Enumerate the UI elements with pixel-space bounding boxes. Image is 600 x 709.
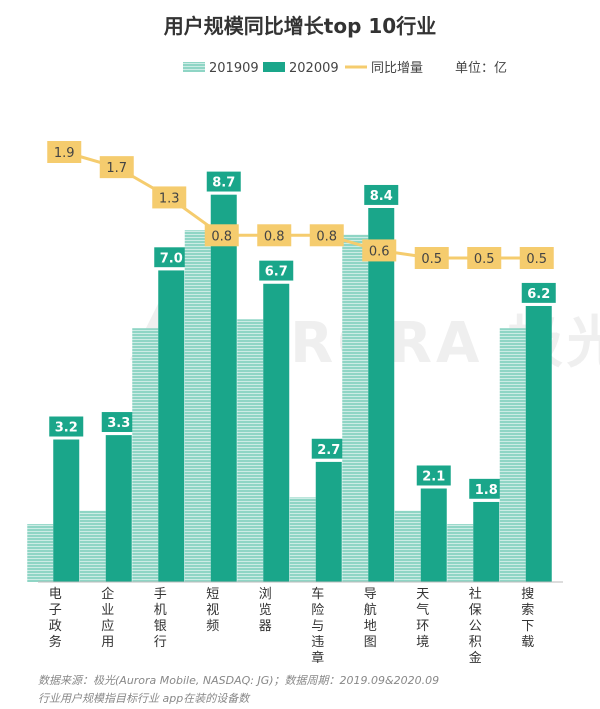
growth-label-0: 1.9	[54, 146, 75, 161]
data-label-202009-6: 8.4	[370, 189, 393, 204]
bar-201909-8	[447, 524, 474, 582]
bar-201909-4	[237, 319, 264, 582]
growth-point-1	[99, 156, 134, 179]
data-label-202009-7: 2.1	[422, 469, 445, 484]
category-label-2: 手机银行	[154, 587, 167, 650]
data-label-202009-8: 1.8	[475, 483, 498, 498]
bar-202009-9	[525, 305, 552, 582]
growth-label-1: 1.7	[106, 161, 127, 176]
growth-point-7	[414, 247, 449, 269]
bar-202009-4	[263, 283, 290, 582]
data-label-gap-6	[364, 204, 399, 208]
growth-label-6: 0.6	[369, 244, 390, 259]
growth-line-layer: 1.9 1.7 1.3 0.8 0.8 0.8 0.6 0.5 0.5 0.5	[47, 141, 554, 269]
data-label-box-202009-6	[364, 184, 399, 205]
bar-202009-7	[420, 488, 447, 582]
data-label-gap-5	[311, 458, 346, 462]
data-label-box-202009-9	[521, 282, 556, 303]
growth-point-9	[519, 247, 554, 269]
category-label-3: 短视频	[206, 587, 219, 634]
category-label-1: 企业应用	[101, 586, 114, 650]
data-label-box-202009-8	[469, 478, 504, 499]
data-label-box-202009-3	[206, 171, 241, 192]
data-label-202009-9: 6.2	[527, 287, 550, 302]
growth-point-6	[362, 239, 397, 262]
bar-202009-3	[210, 194, 237, 583]
footnote-definition: 行业用户规模指目标行业 app在装的设备数	[38, 692, 250, 705]
category-labels: 电子政务 企业应用 手机银行 短视频 浏览器 车险与违章 导航地图 天气环境 社保公积金 搜索下载	[49, 586, 535, 666]
data-label-gap-3	[206, 191, 241, 195]
category-label-7: 天气环境	[416, 587, 429, 650]
growth-point-8	[467, 247, 502, 269]
growth-point-2	[152, 186, 187, 209]
bar-201909-6	[342, 234, 369, 582]
bar-layer: 3.2 3.3 7.0 8.7 6.7 2.7 8.4 2.1 1.8 6.2	[27, 171, 556, 583]
growth-label-7: 0.5	[421, 252, 442, 267]
bar-202009-8	[473, 501, 500, 582]
data-label-gap-4	[259, 280, 294, 284]
bar-202009-1	[105, 435, 132, 582]
bar-201909-5	[289, 497, 316, 582]
category-label-9: 搜索下载	[521, 587, 534, 650]
data-label-202009-5: 2.7	[317, 443, 340, 458]
category-label-5: 车险与违章	[311, 586, 324, 666]
data-label-box-202009-1	[101, 412, 136, 433]
growth-point-4	[257, 224, 292, 247]
data-label-gap-8	[469, 498, 504, 502]
growth-label-8: 0.5	[474, 252, 495, 267]
data-label-gap-9	[521, 302, 556, 306]
bar-202009-2	[158, 270, 185, 582]
growth-label-9: 0.5	[526, 252, 547, 267]
bar-201909-2	[132, 328, 159, 582]
bar-201909-9	[499, 328, 526, 582]
data-label-202009-3: 8.7	[212, 176, 235, 191]
category-label-8: 社保公积金	[469, 586, 482, 666]
growth-series-line	[63, 150, 537, 260]
chart-title: 用户规模同比增长top 10行业	[163, 14, 437, 38]
bar-201909-7	[394, 510, 421, 582]
category-label-4: 浏览器	[259, 586, 272, 634]
data-label-202009-0: 3.2	[55, 421, 78, 436]
data-label-box-202009-2	[154, 247, 189, 268]
bar-202009-5	[315, 461, 342, 582]
bar-201909-1	[79, 510, 106, 582]
data-label-gap-7	[416, 485, 451, 489]
growth-label-2: 1.3	[159, 191, 180, 206]
growth-point-0	[47, 141, 82, 163]
bar-201909-0	[27, 524, 54, 582]
bar-202009-6	[368, 207, 395, 582]
data-label-202009-1: 3.3	[107, 416, 130, 431]
data-label-202009-2: 7.0	[160, 251, 183, 266]
legend-label-201909: 201909	[209, 61, 259, 76]
legend-swatch-202009	[263, 62, 285, 72]
unit-label: 单位：亿	[455, 61, 507, 76]
bar-201909-3	[184, 230, 211, 582]
legend-swatch-201909	[183, 62, 205, 72]
data-label-box-202009-7	[416, 465, 451, 486]
data-label-gap-0	[49, 436, 84, 440]
growth-point-5	[309, 224, 344, 247]
growth-label-5: 0.8	[316, 229, 337, 244]
bar-202009-0	[53, 439, 80, 582]
data-label-box-202009-0	[49, 416, 84, 437]
data-label-box-202009-5	[311, 438, 346, 459]
category-label-0: 电子政务	[49, 587, 62, 650]
data-label-202009-4: 6.7	[265, 265, 288, 280]
footnote-source: 数据来源：极光(Aurora Mobile, NASDAQ: JG)；数据周期：…	[38, 674, 440, 687]
growth-label-3: 0.8	[211, 229, 232, 244]
growth-point-3	[204, 224, 239, 247]
data-label-gap-2	[154, 267, 189, 271]
legend: 201909 202009 同比增量 单位：亿	[183, 61, 507, 76]
growth-label-4: 0.8	[264, 229, 285, 244]
data-label-gap-1	[101, 432, 136, 436]
legend-label-growth: 同比增量	[371, 61, 423, 76]
data-label-box-202009-4	[259, 260, 294, 281]
category-label-6: 导航地图	[364, 587, 377, 650]
legend-label-202009: 202009	[289, 61, 339, 76]
